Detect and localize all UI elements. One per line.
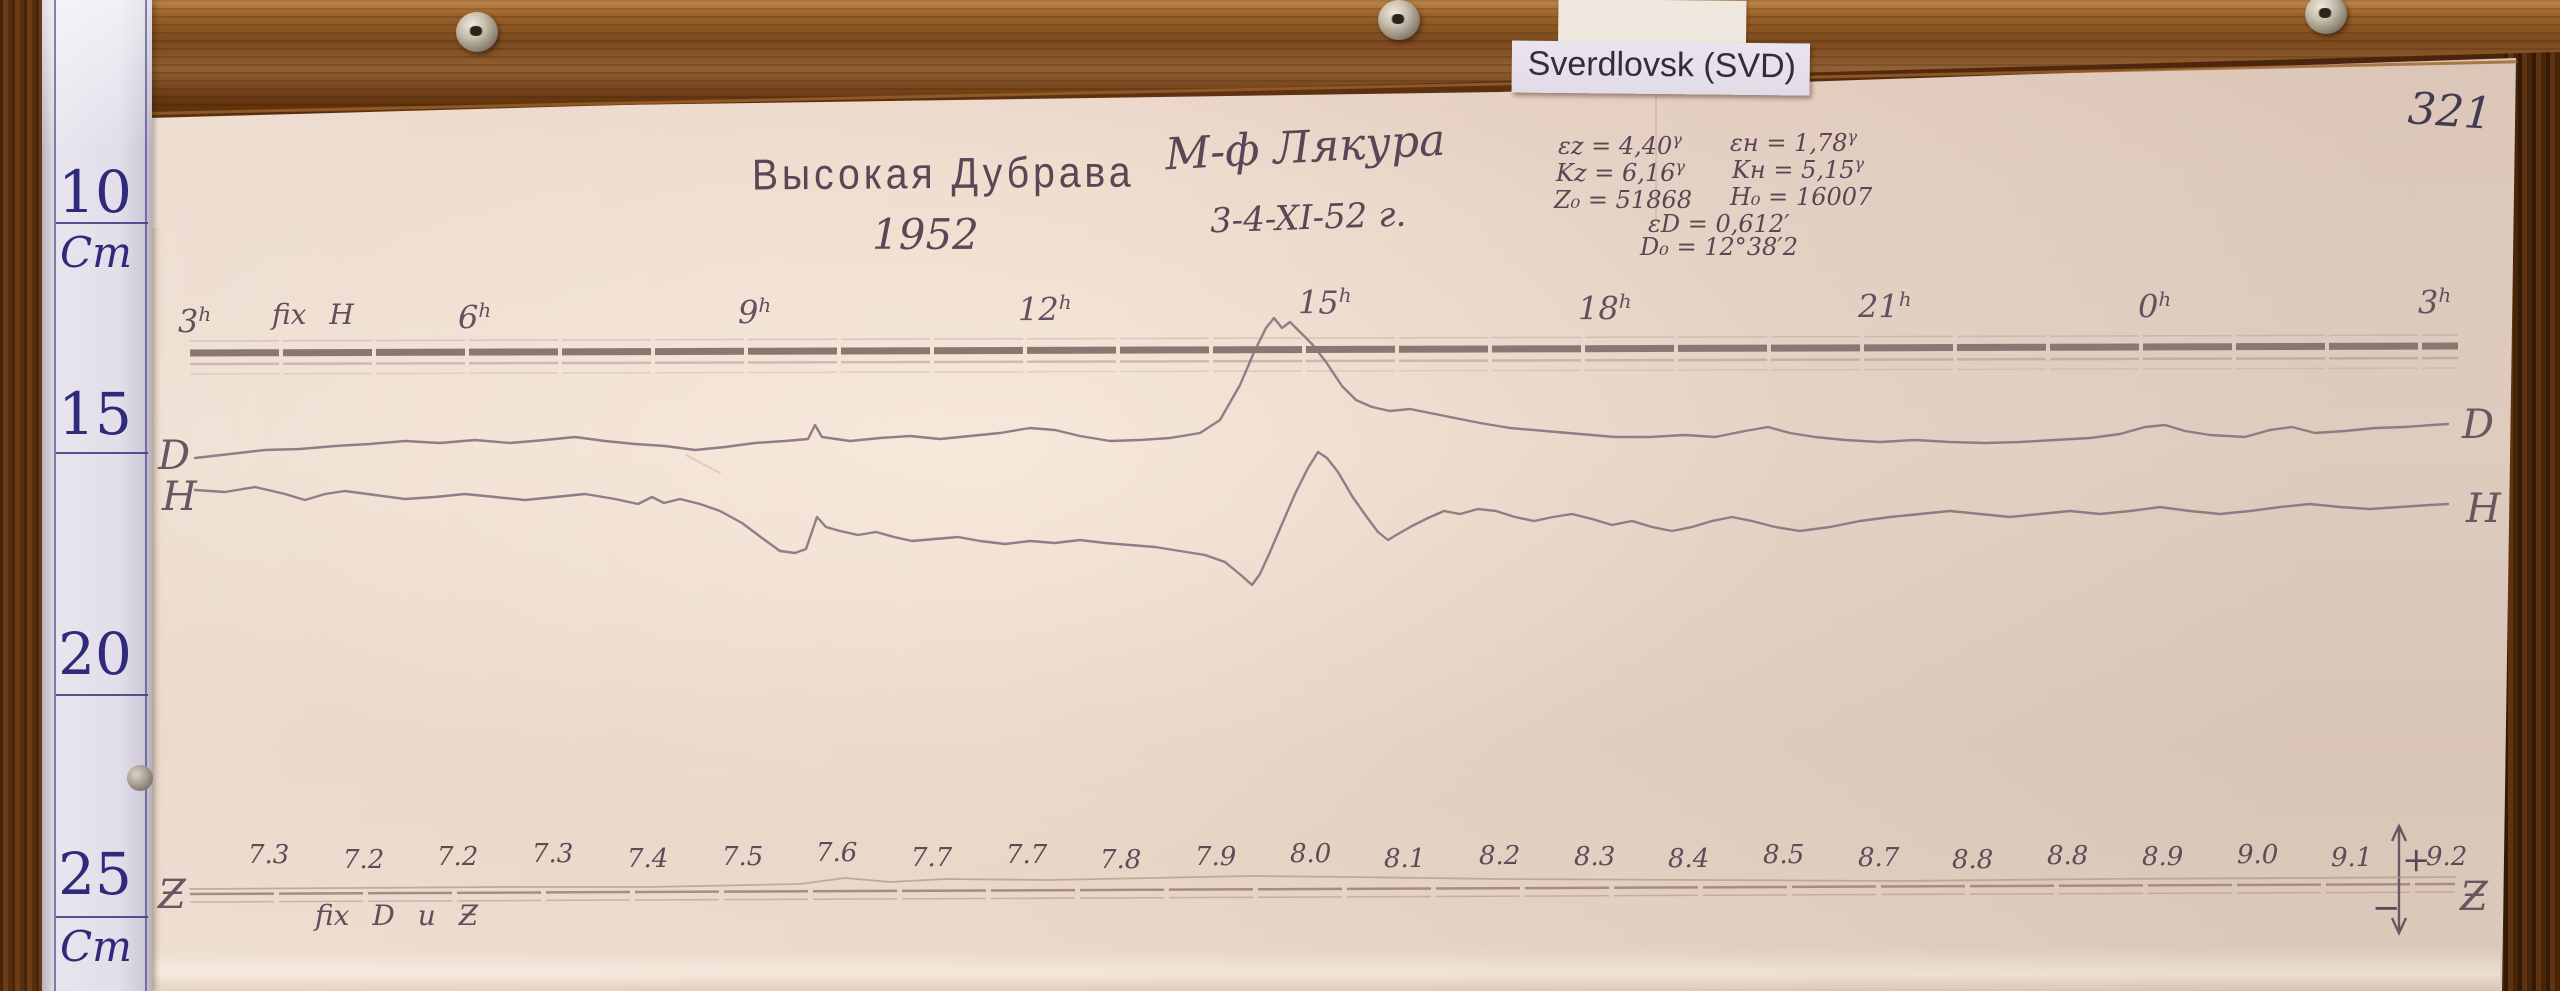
z-scale-value: 7.9	[1195, 842, 1237, 872]
z-scale-value: 7.5	[722, 842, 764, 872]
z-scale-value: 8.5	[1763, 840, 1805, 870]
screw-icon	[1378, 0, 1420, 40]
ruler-unit-label: Ст	[60, 922, 132, 971]
hour-tick-label: 21h	[1858, 287, 1912, 326]
hour-tick-label: 6h	[458, 298, 492, 337]
h-trace-label-right: H	[2466, 486, 2501, 532]
pin-icon	[127, 765, 153, 791]
paper-bottom-edge	[150, 948, 2500, 991]
const-eps-z: εz = 4,40γ	[1558, 130, 1682, 160]
z-scale-value: 7.4	[627, 844, 669, 874]
page-number: 321	[2406, 83, 2494, 140]
screw-slot	[2317, 8, 2333, 18]
z-scale-value: 8.9	[2142, 842, 2184, 872]
ruler-line	[56, 452, 148, 454]
z-scale-value: 7.2	[437, 842, 479, 872]
z-scale-value: 7.8	[1100, 845, 1142, 875]
ruler-line	[56, 694, 148, 696]
ruler-number: 20	[58, 620, 132, 688]
cm-ruler: 10 15 20 25 Ст Ст	[42, 0, 153, 991]
z-scale-value: 7.2	[343, 845, 385, 875]
const-k-h: Kн = 5,15γ	[1732, 154, 1865, 184]
z-scale-value: 8.2	[1479, 841, 1521, 871]
hour-tick-label: 0h	[2138, 287, 2172, 326]
observatory-label-text: Sverdlovsk (SVD)	[1527, 44, 1797, 86]
screw-icon	[2305, 0, 2347, 34]
h-trace-label-left: H	[162, 474, 197, 520]
ruler-line	[56, 916, 148, 918]
hour-tick-label: 18h	[1578, 289, 1632, 328]
ruler-number: 15	[58, 380, 132, 448]
z-scale-value: 9.1	[2331, 843, 2373, 873]
screw-icon	[456, 12, 498, 52]
ruler-border-right	[145, 0, 147, 991]
fix-dz-note: fix D и Ƶ	[315, 899, 479, 932]
const-d0: D₀ = 12°38′2	[1640, 233, 1799, 261]
ruler-number: 10	[58, 158, 132, 226]
z-scale-value: 7.6	[816, 838, 858, 868]
wood-background-left	[0, 0, 48, 991]
z-scale-value: 7.7	[1006, 840, 1048, 870]
z-scale-value: 8.0	[1290, 839, 1332, 869]
ruler-number: 25	[58, 840, 132, 908]
d-trace-label-right: D	[2462, 402, 2495, 448]
ruler-line	[56, 222, 148, 224]
z-scale-value: 7.3	[248, 840, 290, 870]
const-k-z: Kz = 6,16γ	[1556, 157, 1685, 187]
z-scale-value: 8.1	[1384, 844, 1426, 874]
z-scale-value: 8.8	[2047, 841, 2089, 871]
ruler-unit-label: Ст	[60, 228, 132, 277]
paper-crease	[1655, 70, 1657, 220]
z-trace-label-right: Ƶ	[2460, 874, 2488, 920]
hour-tick-label: 3h	[2418, 283, 2452, 322]
screw-slot	[468, 26, 484, 36]
z-scale-value: 8.4	[1668, 844, 1710, 874]
ruler-border-left	[54, 0, 56, 991]
hour-tick-label: 12h	[1018, 290, 1072, 329]
hour-tick-label: 3h	[178, 302, 212, 341]
z-scale-value: 8.3	[1574, 842, 1616, 872]
z-plus-sign: +	[2402, 840, 2431, 880]
const-eps-d: εD = 0,612′	[1648, 210, 1790, 238]
z-scale-value: 8.8	[1952, 845, 1994, 875]
z-scale-value: 9.0	[2237, 840, 2279, 870]
z-scale-value: 8.7	[1858, 843, 1900, 873]
z-scale-value: 7.7	[911, 843, 953, 873]
fix-h-note: fix H	[272, 298, 354, 331]
hour-tick-label: 9h	[738, 293, 772, 332]
screw-slot	[1390, 14, 1406, 24]
d-trace-label-left: D	[158, 433, 191, 479]
z-scale-value: 9.2	[2426, 842, 2468, 872]
ruler-shine	[42, 0, 152, 150]
const-eps-h: εн = 1,78γ	[1730, 127, 1858, 157]
z-minus-sign: −	[2372, 888, 2401, 928]
const-h0: H₀ = 16007	[1730, 183, 1873, 211]
year-label: 1952	[872, 210, 979, 259]
date-label: 3-4-XI-52 г.	[1209, 194, 1407, 242]
observatory-label: Sverdlovsk (SVD)	[1511, 0, 1811, 96]
station-title: Высокая Дубрава	[751, 148, 1135, 200]
z-trace-label-left: Ƶ	[158, 872, 186, 918]
hour-tick-label: 15h	[1298, 283, 1352, 322]
z-scale-value: 7.3	[532, 839, 574, 869]
const-z0: Z₀ = 51868	[1554, 186, 1693, 214]
